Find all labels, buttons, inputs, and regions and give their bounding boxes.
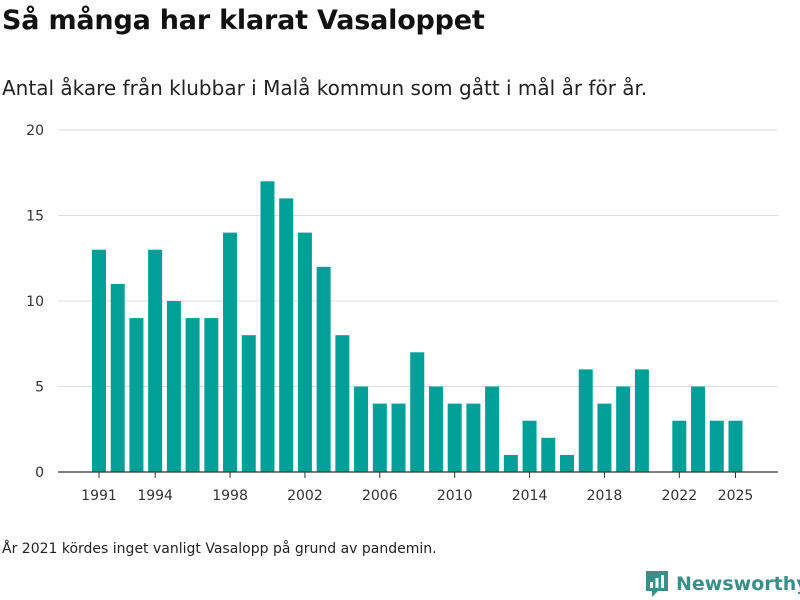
footnote: År 2021 kördes inget vanligt Vasalopp på… (2, 541, 437, 557)
bar-2019 (616, 386, 631, 472)
x-tick-label: 1994 (137, 488, 173, 504)
bar-2015 (541, 437, 556, 472)
bar-1997 (204, 318, 219, 472)
bar-1991 (92, 249, 106, 472)
bar-1992 (110, 283, 125, 472)
x-tick-label: 2018 (587, 488, 623, 504)
bar-2000 (260, 181, 275, 473)
bar-2017 (578, 369, 593, 472)
x-tick-label: 2025 (718, 488, 754, 504)
y-tick-label: 10 (26, 294, 44, 310)
bar-2005 (354, 386, 369, 472)
chart-title: Så många har klarat Vasaloppet (2, 5, 485, 36)
bar-1996 (185, 318, 200, 472)
bar-2002 (297, 232, 312, 472)
x-tick-label: 2014 (512, 488, 548, 504)
bar-2018 (597, 403, 612, 472)
bar-2013 (503, 454, 518, 472)
x-tick-label: 2022 (661, 488, 697, 504)
bar-1995 (166, 301, 181, 472)
bar-2012 (485, 386, 500, 472)
bar-2010 (447, 403, 462, 472)
bar-1998 (223, 232, 238, 472)
y-tick-label: 5 (35, 380, 44, 396)
bar-2022 (672, 420, 687, 472)
bar-2020 (634, 369, 649, 472)
bar-2006 (372, 403, 387, 472)
bar-2004 (335, 335, 350, 472)
x-tick-label: 2010 (437, 488, 473, 504)
bar-2007 (391, 403, 406, 472)
bar-chart: 0 5 10 15 20 1991 1994 1998 2002 2006 2010 2014 2018… (26, 123, 778, 504)
y-tick-label: 20 (26, 123, 44, 139)
bar-2024 (709, 420, 724, 472)
y-tick-label: 15 (26, 209, 44, 225)
bar-2014 (522, 420, 537, 472)
bar-1994 (148, 249, 163, 472)
bar-2009 (428, 386, 443, 472)
bar-2001 (279, 198, 294, 472)
bar-2016 (560, 454, 574, 472)
newsworthy-logo-text: Newsworthy (676, 573, 800, 595)
newsworthy-logo[interactable]: Newsworthy (644, 568, 800, 600)
chart-subtitle: Antal åkare från klubbar i Malå kommun s… (2, 76, 648, 100)
bar-2011 (466, 403, 481, 472)
x-tick-label: 1998 (212, 488, 248, 504)
bar-2008 (410, 352, 425, 472)
bar-1993 (129, 318, 144, 472)
bar-2025 (728, 420, 743, 472)
x-tick-label: 1991 (81, 488, 117, 504)
x-tick-label: 2002 (287, 488, 323, 504)
bar-2023 (691, 386, 706, 472)
bar-1999 (241, 335, 256, 472)
x-tick-label: 2006 (362, 488, 398, 504)
y-tick-label: 0 (35, 465, 44, 481)
bar-2003 (316, 266, 331, 472)
newsworthy-logo-icon (646, 571, 668, 597)
